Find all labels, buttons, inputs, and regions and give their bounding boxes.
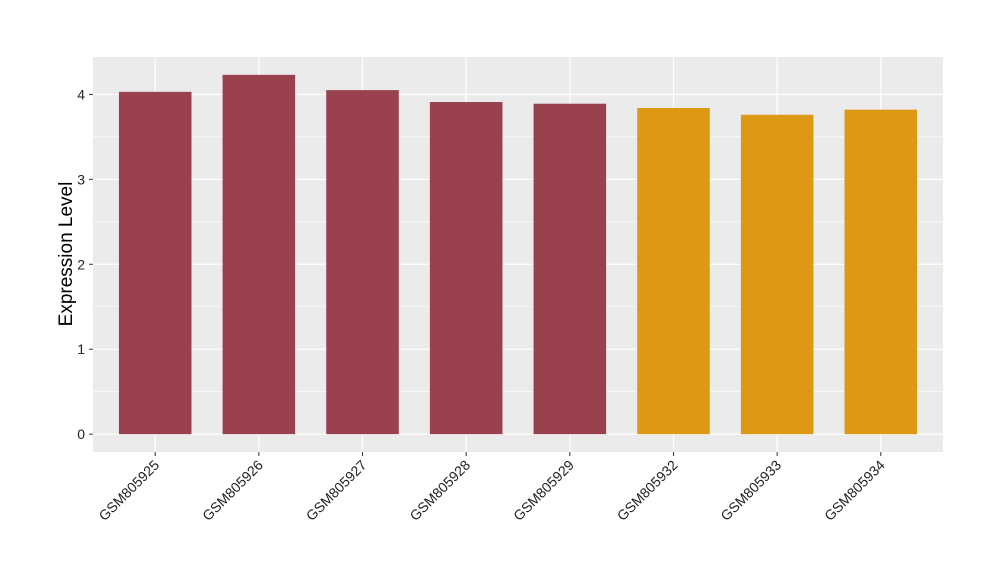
bar-GSM805933 (740, 114, 814, 435)
y-tick-label: 4 (77, 86, 85, 102)
x-tick-label: GSM805925 (95, 457, 162, 524)
x-tick-label: GSM805926 (199, 457, 266, 524)
bar-GSM805925 (118, 91, 192, 435)
plot-panel (93, 57, 943, 452)
y-tick-label: 3 (77, 171, 85, 187)
bar-GSM805929 (533, 103, 607, 435)
x-tick-label: GSM805934 (821, 457, 888, 524)
bar-GSM805926 (222, 74, 296, 435)
x-tick-label: GSM805929 (510, 457, 577, 524)
bar-GSM805932 (637, 107, 710, 435)
y-tick-label: 2 (77, 256, 85, 272)
x-tick-label: GSM805927 (303, 457, 370, 524)
x-tick-label: GSM805928 (406, 457, 473, 524)
x-tick-label: GSM805933 (717, 457, 784, 524)
y-axis-label: Expression Level (56, 182, 77, 327)
y-tick-label: 0 (77, 426, 85, 442)
bar-GSM805927 (326, 90, 399, 435)
x-tick-label: GSM805932 (614, 457, 681, 524)
bar-GSM805934 (844, 109, 918, 435)
bar-GSM805928 (429, 102, 503, 435)
y-tick-label: 1 (77, 341, 85, 357)
